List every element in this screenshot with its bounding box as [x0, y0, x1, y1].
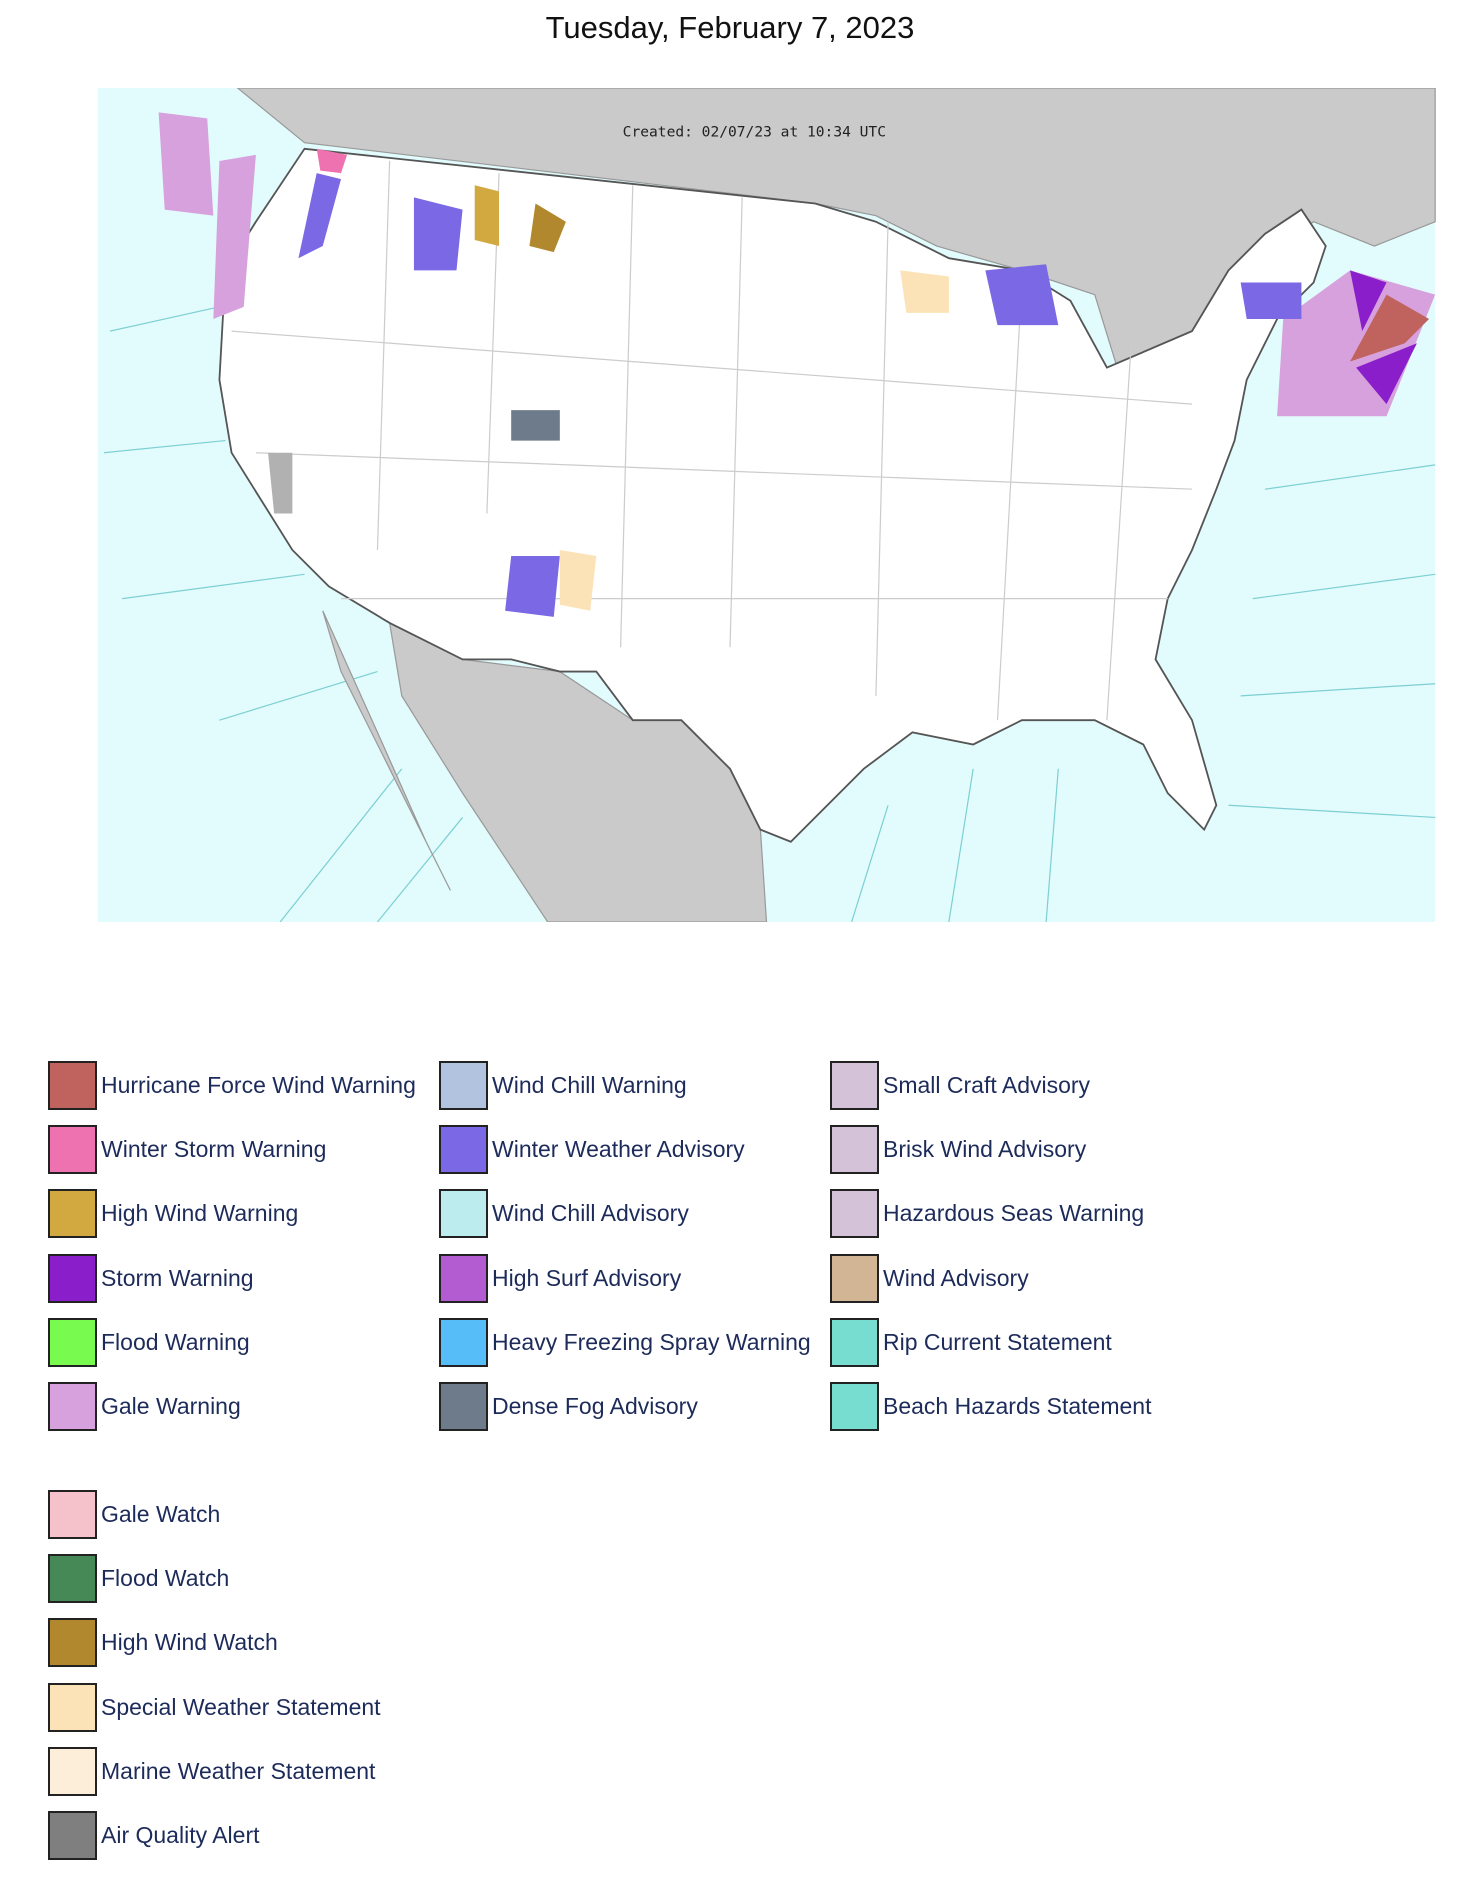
legend-swatch — [48, 1618, 97, 1668]
legend-label: Flood Warning — [101, 1328, 250, 1355]
legend-swatch — [439, 1317, 488, 1367]
created-stamp: Created: 02/07/23 at 10:34 UTC — [623, 124, 886, 141]
legend-item: Hazardous Seas Warning — [830, 1189, 1145, 1239]
legend-item: Winter Storm Warning — [48, 1125, 327, 1175]
legend-item: High Wind Watch — [48, 1618, 278, 1668]
legend-swatch — [48, 1554, 97, 1604]
legend-item: Wind Advisory — [830, 1253, 1029, 1303]
legend-item: Gale Warning — [48, 1382, 241, 1431]
legend-swatch — [48, 1061, 97, 1110]
legend-swatch — [48, 1490, 97, 1539]
legend-item: Hurricane Force Wind Warning — [48, 1061, 416, 1110]
legend-swatch — [48, 1382, 97, 1431]
legend-label: Winter Weather Advisory — [492, 1136, 745, 1163]
state-lines — [231, 160, 1193, 721]
legend-swatch — [48, 1125, 97, 1175]
marine-zones — [103, 306, 1436, 922]
legend-item: High Surf Advisory — [439, 1253, 682, 1303]
legend-item: Beach Hazards Statement — [830, 1382, 1151, 1431]
legend-swatch — [48, 1189, 97, 1239]
legend-item: Heavy Freezing Spray Warning — [439, 1317, 811, 1367]
legend-label: Wind Chill Warning — [492, 1072, 687, 1098]
legend-item: Winter Weather Advisory — [439, 1125, 745, 1175]
legend-swatch — [439, 1382, 488, 1431]
legend-item: Marine Weather Statement — [48, 1746, 376, 1796]
legend-swatch — [48, 1682, 97, 1732]
legend-item: Flood Warning — [48, 1317, 250, 1367]
legend-label: Beach Hazards Statement — [883, 1393, 1152, 1419]
legend-label: Wind Advisory — [883, 1264, 1029, 1291]
legend-swatch — [830, 1061, 879, 1110]
legend-item: High Wind Warning — [48, 1189, 299, 1239]
legend-swatch — [830, 1317, 879, 1367]
legend-label: Hazardous Seas Warning — [883, 1200, 1145, 1227]
legend-label: Hurricane Force Wind Warning — [101, 1072, 416, 1098]
legend-swatch — [439, 1061, 488, 1110]
legend-label: Gale Warning — [101, 1393, 241, 1419]
alert-map: Created: 02/07/23 at 10:34 UTC — [97, 88, 1436, 922]
legend-label: Gale Watch — [101, 1501, 221, 1527]
legend-item: Storm Warning — [48, 1253, 254, 1303]
legend-item: Flood Watch — [48, 1554, 230, 1604]
legend-swatch — [439, 1125, 488, 1175]
legend-swatch — [830, 1253, 879, 1303]
legend-swatch — [439, 1189, 488, 1239]
legend-label: Rip Current Statement — [883, 1328, 1112, 1355]
legend-swatch — [48, 1253, 97, 1303]
legend-item: Brisk Wind Advisory — [830, 1125, 1087, 1175]
legend-label: Brisk Wind Advisory — [883, 1136, 1087, 1163]
legend-swatch — [830, 1382, 879, 1431]
legend-item: Special Weather Statement — [48, 1682, 381, 1732]
baja — [322, 610, 451, 891]
page-title: Tuesday, February 7, 2023 — [545, 10, 915, 45]
legend-item: Dense Fog Advisory — [439, 1382, 698, 1431]
legend-item: Wind Chill Warning — [439, 1061, 687, 1110]
legend-label: Flood Watch — [101, 1565, 230, 1592]
legend-label: Storm Warning — [101, 1264, 254, 1291]
alert-areas — [158, 112, 1436, 617]
legend-label: High Wind Warning — [101, 1200, 299, 1227]
legend-swatch — [830, 1125, 879, 1175]
legend-swatch — [439, 1253, 488, 1303]
legend-label: Heavy Freezing Spray Warning — [492, 1328, 811, 1355]
legend-label: Wind Chill Advisory — [492, 1200, 689, 1227]
legend-item: Gale Watch — [48, 1490, 220, 1539]
legend-swatch — [48, 1811, 97, 1860]
legend-label: Special Weather Statement — [101, 1693, 381, 1720]
legend-swatch — [48, 1746, 97, 1796]
legend-label: Winter Storm Warning — [101, 1136, 327, 1163]
legend-item: Rip Current Statement — [830, 1317, 1112, 1367]
legend-label: Small Craft Advisory — [883, 1072, 1091, 1098]
legend-swatch — [830, 1189, 879, 1239]
legend-item: Air Quality Alert — [48, 1811, 260, 1860]
legend-label: Air Quality Alert — [101, 1822, 260, 1848]
legend-label: Dense Fog Advisory — [492, 1393, 698, 1419]
legend-label: Marine Weather Statement — [101, 1757, 376, 1784]
legend-item: Small Craft Advisory — [830, 1061, 1090, 1110]
legend-label: High Surf Advisory — [492, 1264, 682, 1291]
legend-item: Wind Chill Advisory — [439, 1189, 689, 1239]
legend-swatch — [48, 1317, 97, 1367]
legend-label: High Wind Watch — [101, 1629, 278, 1656]
